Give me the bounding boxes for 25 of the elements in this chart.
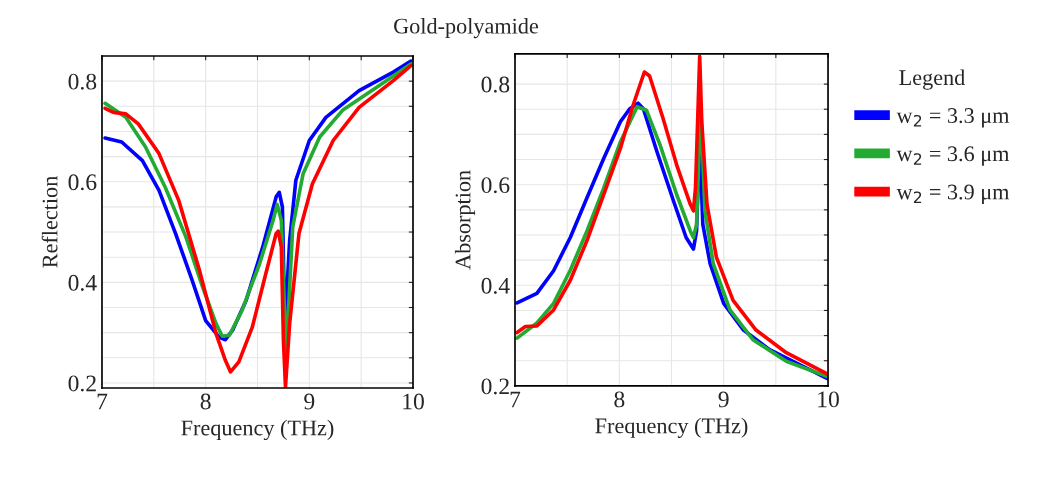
- x-axis-title: Frequency (THz): [181, 419, 334, 441]
- y-tick-label: 0.2: [68, 375, 96, 392]
- y-tick-label: 0.8: [481, 76, 510, 93]
- legend-label: w$_{2}$ = 3.6 μm: [896, 146, 1010, 166]
- legend-label: w$_{2}$ = 3.3 μm: [896, 108, 1010, 128]
- y-axis-title: Absorption: [454, 170, 476, 270]
- y-tick-label: 0.4: [68, 274, 97, 291]
- x-tick-label: 7: [97, 393, 108, 410]
- y-tick-label: 0.6: [481, 177, 510, 194]
- x-tick-label: 10: [818, 391, 839, 408]
- x-tick-label: 8: [200, 393, 211, 410]
- x-tick-label: 7: [510, 391, 521, 408]
- y-tick-label: 0.2: [481, 378, 509, 395]
- text: Gold-polyamide: [394, 17, 539, 39]
- x-tick-label: 9: [718, 391, 729, 408]
- x-tick-label: 10: [403, 393, 424, 410]
- y-tick-label: 0.4: [481, 277, 510, 294]
- y-tick-label: 0.6: [68, 174, 97, 191]
- y-tick-label: 0.8: [68, 73, 97, 90]
- x-tick-label: 8: [614, 391, 625, 408]
- y-axis-title: Reflection: [41, 176, 58, 268]
- legend-title: Legend: [899, 69, 966, 90]
- x-axis-title: Frequency (THz): [595, 417, 748, 438]
- legend-label: w$_{2}$ = 3.9 μm: [896, 184, 1010, 205]
- x-tick-label: 9: [304, 393, 315, 410]
